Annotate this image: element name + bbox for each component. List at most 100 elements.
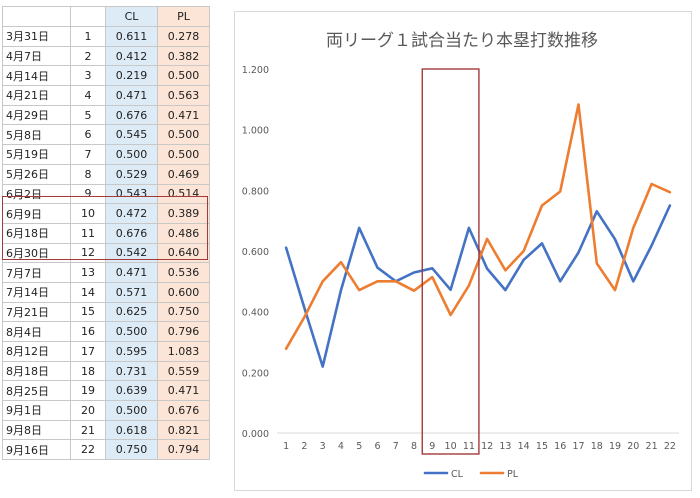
- table-cell-pl: 0.600: [157, 281, 210, 303]
- table-cell-cl: 0.676: [105, 222, 158, 244]
- table-cell-cl: 0.542: [105, 242, 158, 264]
- table-cell-pl: 0.486: [157, 222, 210, 244]
- table-cell-pl: 0.536: [157, 262, 210, 283]
- table-cell-date: 6月30日: [2, 242, 71, 264]
- table-cell-pl: 0.500: [157, 124, 210, 146]
- y-tick-label: 0.000: [242, 429, 269, 440]
- table-cell-game: 19: [70, 380, 106, 402]
- table-cell-game: 20: [70, 400, 106, 421]
- table-cell-date: 4月29日: [2, 104, 71, 126]
- y-tick-label: 0.600: [242, 247, 269, 258]
- table-cell-game: 9: [70, 183, 106, 205]
- line-chart: 両リーグ１試合当たり本塁打数推移 0.000 0.200 0.400 0.600 0.8…: [242, 31, 679, 480]
- table-cell-date: 9月8日: [2, 419, 71, 441]
- x-tick-label: 11: [463, 441, 475, 452]
- table-cell-cl: 0.500: [105, 144, 158, 165]
- x-tick-label: 5: [356, 441, 362, 452]
- table-cell-game: 15: [70, 301, 106, 323]
- x-tick-label: 14: [518, 441, 530, 452]
- x-tick-label: 15: [536, 441, 548, 452]
- series-lines: [284, 103, 672, 368]
- x-tick-label: 3: [320, 441, 326, 452]
- x-tick-label: 16: [554, 441, 566, 452]
- table-cell-cl: 0.611: [105, 26, 158, 47]
- table-cell-date: 4月7日: [2, 45, 71, 67]
- y-tick-label: 0.400: [242, 308, 269, 319]
- table-row: 8月4日 16 0.500 0.796: [2, 321, 210, 342]
- table-row: 8月12日 17 0.595 1.083: [2, 341, 210, 362]
- table-cell-pl: 0.382: [157, 45, 210, 67]
- table-cell-pl: 0.471: [157, 104, 210, 126]
- x-tick-label: 9: [429, 441, 435, 452]
- table-cell-pl: 0.676: [157, 400, 210, 421]
- table-row: 6月30日 12 0.542 0.640: [2, 242, 210, 264]
- table-cell-cl: 0.529: [105, 163, 158, 185]
- y-tick-label: 1.200: [242, 65, 269, 76]
- table-cell-date: 8月4日: [2, 321, 71, 342]
- table-cell-pl: 0.563: [157, 85, 210, 106]
- x-tick-label: 12: [481, 441, 493, 452]
- x-tick-label: 7: [393, 441, 399, 452]
- table-cell-pl: 0.500: [157, 65, 210, 87]
- table-cell-cl: 0.595: [105, 341, 158, 362]
- table-cell-game: 17: [70, 341, 106, 362]
- table-cell-cl: 0.545: [105, 124, 158, 146]
- table-header-cell: CL: [105, 6, 158, 27]
- x-tick-label: 22: [664, 441, 676, 452]
- table-cell-cl: 0.500: [105, 321, 158, 342]
- table-cell-date: 8月12日: [2, 341, 71, 362]
- table-row: 9月16日 22 0.750 0.794: [2, 439, 210, 461]
- table-header-cell: [2, 6, 71, 27]
- x-axis-ticks: 1 2 3 4 5 6 7 8 9 10 11 12 13 14 15 16 17 18 19 20 21 22: [283, 441, 676, 452]
- table-cell-pl: 0.821: [157, 419, 210, 441]
- table-cell-game: 8: [70, 163, 106, 185]
- table-row: 7月14日 14 0.571 0.600: [2, 281, 210, 303]
- table-cell-date: 4月14日: [2, 65, 71, 87]
- table-cell-date: 4月21日: [2, 85, 71, 106]
- table-cell-cl: 0.618: [105, 419, 158, 441]
- data-table-container: CL PL 3月31日 1 0.611 0.278 4月7日 2 0.412 0.382 4月14日…: [2, 6, 210, 461]
- table-cell-cl: 0.500: [105, 400, 158, 421]
- table-cell-game: 6: [70, 124, 106, 146]
- table-cell-game: 16: [70, 321, 106, 342]
- table-cell-pl: 0.750: [157, 301, 210, 323]
- table-cell-game: 10: [70, 203, 106, 224]
- table-header-row: CL PL: [2, 6, 210, 27]
- table-row: 9月1日 20 0.500 0.676: [2, 400, 210, 421]
- table-row: 8月25日 19 0.639 0.471: [2, 380, 210, 402]
- x-tick-label: 18: [591, 441, 603, 452]
- table-cell-cl: 0.571: [105, 281, 158, 303]
- table-row: 4月21日 4 0.471 0.563: [2, 85, 210, 106]
- table-cell-cl: 0.750: [105, 439, 158, 461]
- chart-highlight-box: [421, 68, 480, 455]
- table-cell-pl: 0.469: [157, 163, 210, 185]
- table-cell-date: 6月9日: [2, 203, 71, 224]
- chart-title: 両リーグ１試合当たり本塁打数推移: [326, 31, 598, 51]
- table-cell-game: 5: [70, 104, 106, 126]
- table-cell-date: 7月21日: [2, 301, 71, 323]
- table-row: 4月29日 5 0.676 0.471: [2, 104, 210, 126]
- table-cell-cl: 0.639: [105, 380, 158, 402]
- table-row: 9月8日 21 0.618 0.821: [2, 419, 210, 441]
- table-cell-pl: 0.514: [157, 183, 210, 205]
- table-header-cell: [70, 6, 106, 27]
- table-cell-cl: 0.471: [105, 262, 158, 283]
- table-cell-cl: 0.676: [105, 104, 158, 126]
- table-row: 4月14日 3 0.219 0.500: [2, 65, 210, 87]
- table-cell-game: 3: [70, 65, 106, 87]
- table-row: 5月19日 7 0.500 0.500: [2, 144, 210, 165]
- table-cell-date: 3月31日: [2, 26, 71, 47]
- table-cell-date: 5月19日: [2, 144, 71, 165]
- x-tick-label: 21: [646, 441, 658, 452]
- legend: CL PL: [423, 469, 519, 480]
- table-cell-date: 6月2日: [2, 183, 71, 205]
- table-row: 6月18日 11 0.676 0.486: [2, 222, 210, 244]
- table-cell-cl: 0.219: [105, 65, 158, 87]
- y-tick-label: 0.200: [242, 368, 269, 379]
- table-row: 5月26日 8 0.529 0.469: [2, 163, 210, 185]
- table-cell-date: 8月18日: [2, 360, 71, 382]
- table-header-cell: PL: [157, 6, 210, 27]
- table-cell-cl: 0.625: [105, 301, 158, 323]
- legend-label-cl: CL: [451, 469, 464, 480]
- table-cell-game: 1: [70, 26, 106, 47]
